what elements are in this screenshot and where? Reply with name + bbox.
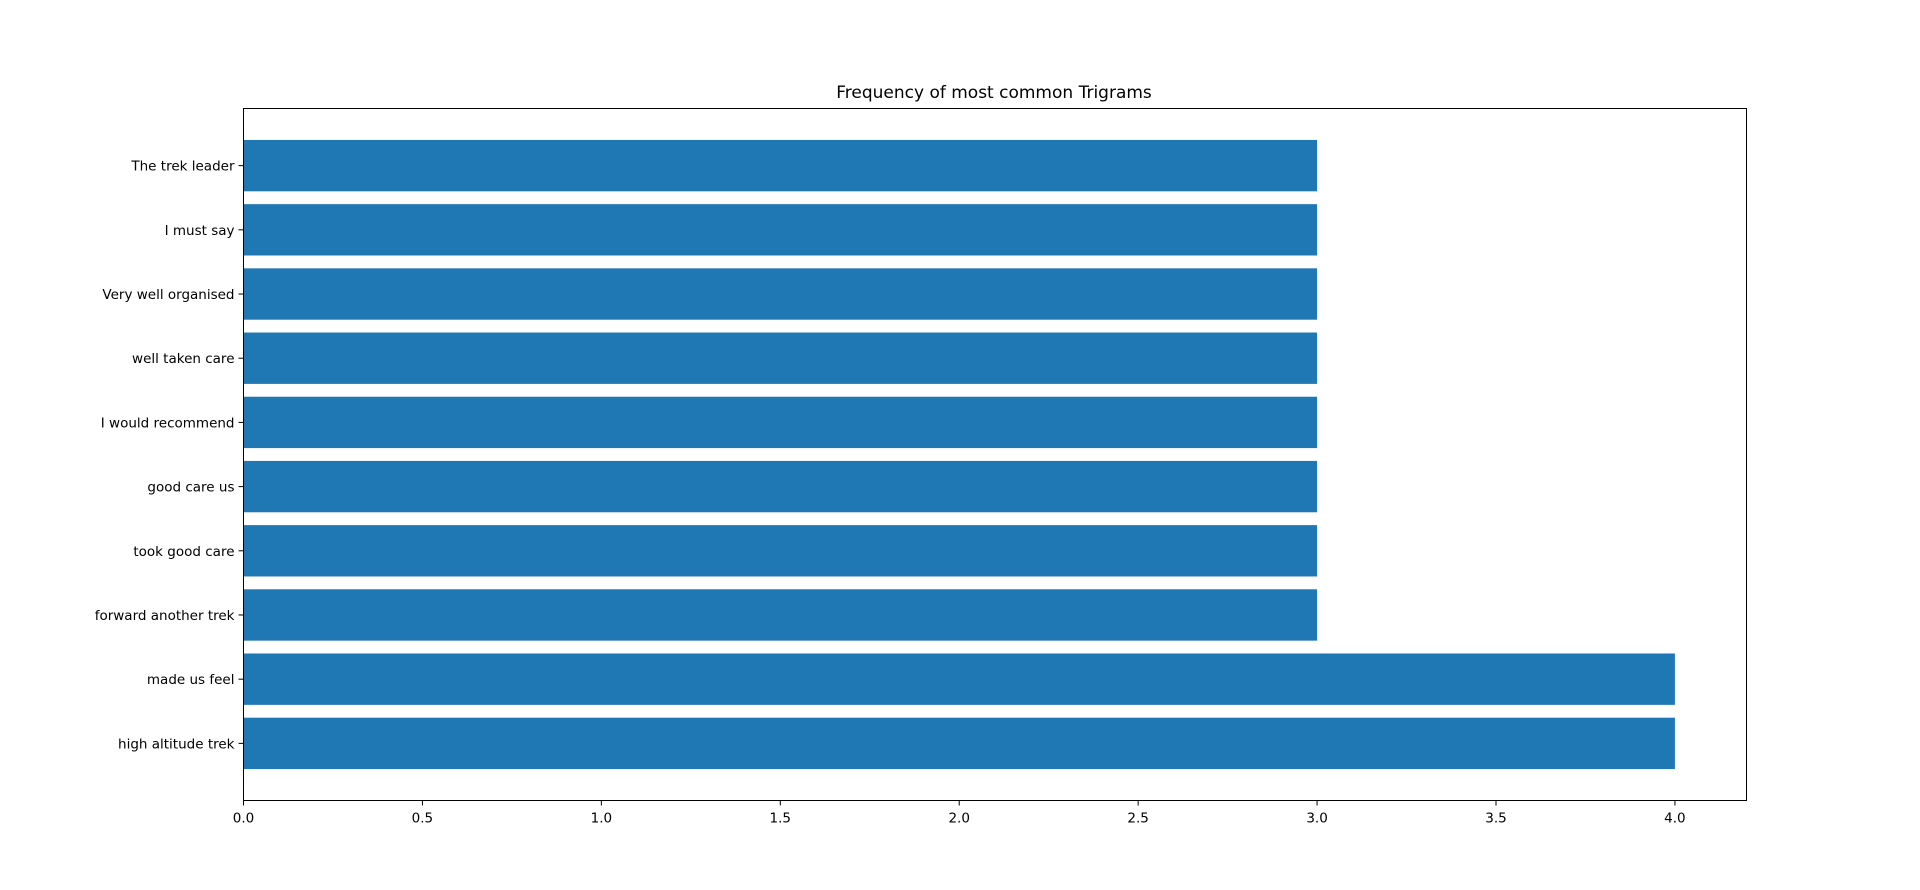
- x-axis: 0.0 0.5 1.0 1.5 2.0 2.5 3.0 3.5 4.0: [233, 800, 1686, 827]
- x-tick-label: 3.5: [1485, 811, 1506, 827]
- y-axis: high altitude trek made us feel forward an…: [95, 159, 244, 752]
- bar: [243, 460, 1318, 513]
- bar: [243, 396, 1318, 449]
- x-tick-label: 2.5: [1127, 811, 1148, 827]
- bar: [243, 204, 1318, 256]
- bar: [243, 589, 1318, 641]
- x-tick-label: 4.0: [1664, 811, 1685, 827]
- axes-frame: [243, 108, 1747, 801]
- y-tick-label: made us feel: [147, 672, 235, 688]
- y-tick-label: I must say: [165, 223, 235, 239]
- bars-group: [243, 139, 1675, 770]
- bar: [243, 268, 1318, 320]
- x-tick-label: 3.0: [1306, 811, 1327, 827]
- bar: [243, 717, 1675, 770]
- y-tick-label: Very well organised: [102, 287, 234, 303]
- y-tick-label: high altitude trek: [118, 736, 235, 752]
- x-tick-label: 1.5: [770, 811, 791, 827]
- x-tick-label: 2.0: [948, 811, 969, 827]
- y-tick-label: well taken care: [132, 351, 234, 367]
- bar: [243, 525, 1318, 577]
- y-tick-label: I would recommend: [101, 415, 235, 431]
- y-tick-label: The trek leader: [130, 159, 235, 175]
- bar: [243, 653, 1675, 705]
- y-tick-label: forward another trek: [95, 608, 235, 624]
- x-tick-label: 0.5: [412, 811, 433, 827]
- y-tick-label: took good care: [133, 544, 234, 560]
- chart-title: Frequency of most common Trigrams: [836, 83, 1152, 103]
- bar: [243, 332, 1318, 384]
- x-tick-label: 1.0: [591, 811, 612, 827]
- bar: [243, 139, 1318, 192]
- y-tick-label: good care us: [147, 480, 234, 496]
- x-tick-label: 0.0: [233, 811, 254, 827]
